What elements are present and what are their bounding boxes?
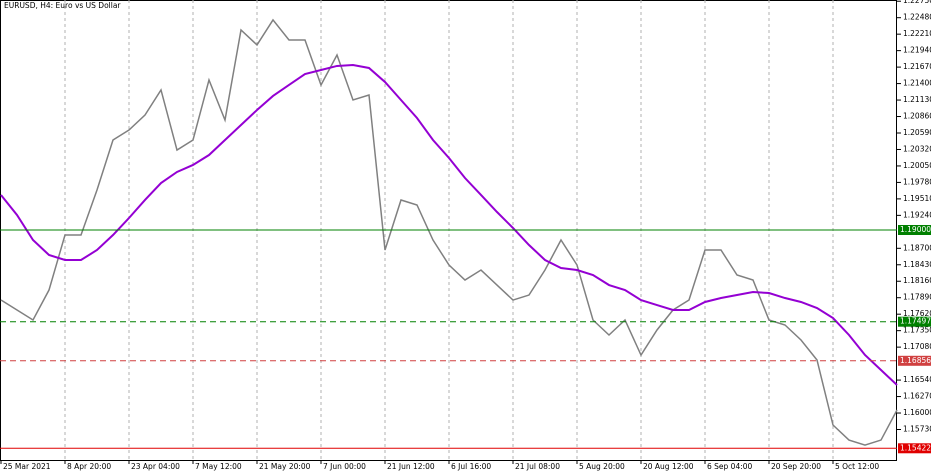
x-tick-label: 7 Jun 00:00 [323, 462, 366, 471]
y-tick-label: 1.18430 [903, 260, 931, 269]
level-label-bg [898, 225, 931, 235]
x-tick-label: 5 Oct 12:00 [835, 462, 879, 471]
y-tick-label: 1.17080 [903, 342, 931, 351]
y-tick-label: 1.19780 [903, 177, 931, 186]
y-tick-label: 1.20050 [903, 161, 931, 170]
x-tick-label: 6 Sep 04:00 [707, 462, 753, 471]
y-tick-label: 1.17890 [903, 293, 931, 302]
y-tick-label: 1.22750 [903, 0, 931, 5]
y-tick-label: 1.15730 [903, 424, 931, 433]
y-tick-label: 1.21130 [903, 95, 931, 104]
y-tick-label: 1.22480 [903, 13, 931, 22]
level-label-bg [898, 355, 931, 366]
y-tick-label: 1.20860 [903, 112, 931, 121]
level-label: 1.17497 [900, 317, 931, 326]
x-tick-label: 6 Jul 16:00 [451, 462, 491, 471]
y-tick-label: 1.20590 [903, 128, 931, 137]
y-tick-label: 1.19510 [903, 194, 931, 203]
x-tick-label: 25 Mar 2021 [3, 462, 51, 471]
x-tick-label: 5 Aug 20:00 [579, 462, 625, 471]
y-tick-label: 1.19240 [903, 210, 931, 219]
chart-title: EURUSD, H4: Euro vs US Dollar [4, 1, 121, 10]
level-label-bg [898, 443, 931, 454]
x-tick-label: 21 May 20:00 [259, 462, 311, 471]
y-tick-label: 1.17620 [903, 309, 931, 318]
y-tick-label: 1.16270 [903, 392, 931, 401]
x-tick-label: 20 Sep 20:00 [771, 462, 821, 471]
level-label-bg [898, 316, 931, 327]
x-tick-label: 21 Jul 08:00 [515, 462, 560, 471]
y-tick-label: 1.21670 [903, 62, 931, 71]
y-tick-label: 1.21400 [903, 79, 931, 88]
y-tick-label: 1.18700 [903, 243, 931, 252]
x-tick-label: 20 Aug 12:00 [643, 462, 694, 471]
y-tick-label: 1.22210 [903, 29, 931, 38]
x-tick-label: 23 Apr 04:00 [131, 462, 180, 471]
level-label: 1.19000 [900, 225, 931, 234]
y-tick-label: 1.18160 [903, 276, 931, 285]
y-tick-label: 1.16540 [903, 375, 931, 384]
y-tick-label: 1.17350 [903, 326, 931, 335]
level-label: 1.16856 [900, 356, 931, 365]
y-tick-label: 1.21940 [903, 46, 931, 55]
x-tick-label: 8 Apr 20:00 [67, 462, 111, 471]
x-tick-label: 21 Jun 12:00 [387, 462, 435, 471]
level-label: 1.15422 [900, 443, 931, 452]
price-line [0, 18, 898, 446]
y-tick-label: 1.16000 [903, 408, 931, 417]
moving-average [0, 63, 898, 386]
y-tick-label: 1.20320 [903, 144, 931, 153]
x-tick-label: 7 May 12:00 [195, 462, 242, 471]
